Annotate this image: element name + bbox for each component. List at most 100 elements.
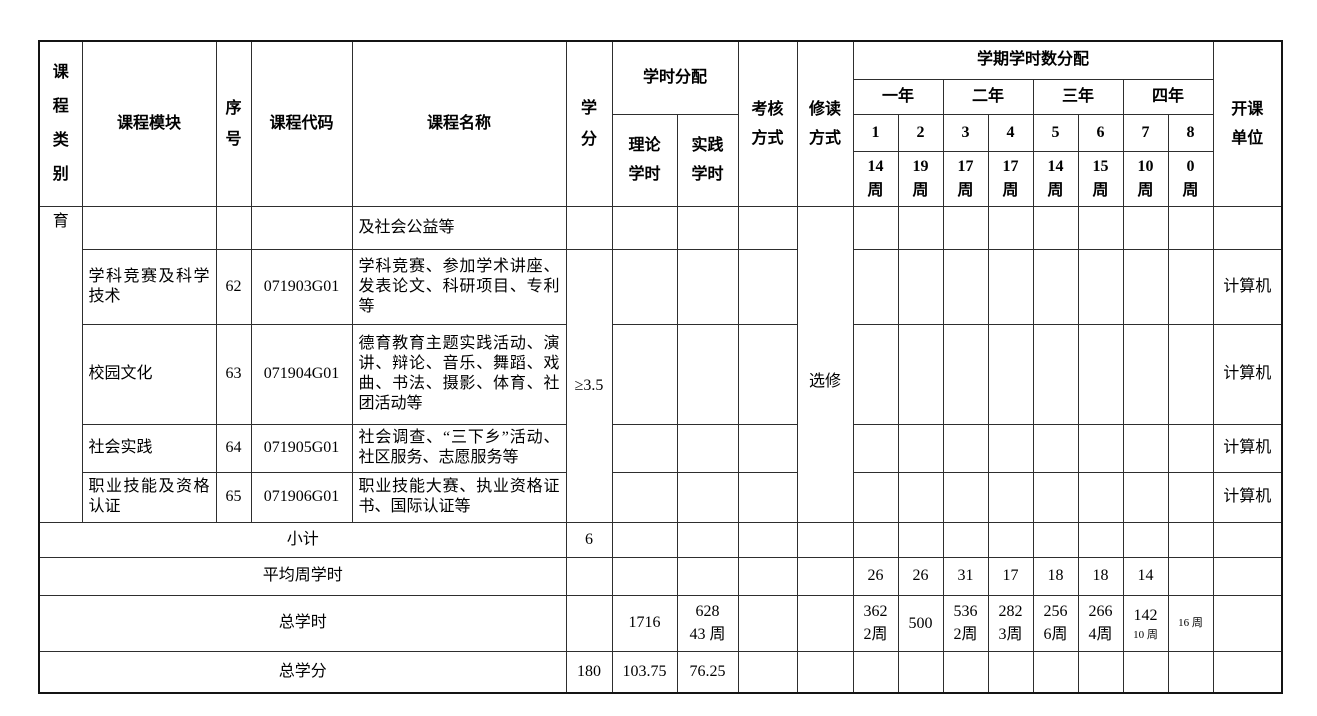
avg-weekly-value-cell: 17 <box>987 556 1034 596</box>
semester-cell <box>987 205 1034 250</box>
theory-cell <box>611 323 678 425</box>
unit-cell <box>1212 650 1283 694</box>
weeks-unit: 周 <box>1137 181 1154 199</box>
semester-cell <box>942 205 989 250</box>
semester-cell <box>1032 423 1079 473</box>
category-cell: 育 <box>38 205 83 523</box>
header-practice-hours-label: 实践学时 <box>691 137 724 183</box>
semester-cell <box>1122 650 1169 694</box>
weeks-value: 3周 <box>998 626 1023 643</box>
practice-cell <box>676 423 739 473</box>
study-mode-cell: 选修 <box>796 205 854 523</box>
assessment-cell <box>737 205 798 250</box>
semester-cell <box>1032 471 1079 523</box>
header-row-1: 课程类别 课程模块 序号 课程代码 课程名称 学分 学时分配 考核方式 修读方式… <box>38 40 1283 207</box>
weeks-unit: 周 <box>1047 181 1064 199</box>
course-name-cell: 学科竞赛、参加学术讲座、发表论文、科研项目、专利等 <box>351 248 567 325</box>
header-semester-8: 8 <box>1167 113 1214 152</box>
header-assessment-method-label: 考核方式 <box>751 100 784 147</box>
code-cell: 071905G01 <box>250 423 353 473</box>
header-weeks-3: 17 周 <box>942 150 989 207</box>
semester-cell <box>1122 248 1169 325</box>
weeks-unit: 周 <box>1092 181 1109 199</box>
module-cell <box>81 205 217 250</box>
total-hours-semester-cell: 500 <box>897 594 944 652</box>
course-name-cell: 社会调查、“三下乡”活动、社区服务、志愿服务等 <box>351 423 567 473</box>
weeks-value: 10 周 <box>1133 628 1158 641</box>
header-study-mode-label: 修读方式 <box>809 100 842 147</box>
total-hours-theory-cell: 1716 <box>611 594 678 652</box>
semester-cell <box>1122 471 1169 523</box>
total-hours-semester-cell: 256 6周 <box>1032 594 1079 652</box>
header-assessment-method: 考核方式 <box>737 40 798 207</box>
header-weeks-2: 19 周 <box>897 150 944 207</box>
semester-cell <box>1167 650 1214 694</box>
semester-cell <box>1122 323 1169 425</box>
semester-cell <box>897 323 944 425</box>
weeks-unit: 周 <box>867 181 884 199</box>
code-cell: 071904G01 <box>250 323 353 425</box>
theory-cell <box>611 471 678 523</box>
unit-cell: 计算机 <box>1212 471 1283 523</box>
weeks-value: 2周 <box>863 626 888 643</box>
semester-cell <box>897 521 944 558</box>
semester-cell <box>852 521 899 558</box>
avg-weekly-value-cell: 31 <box>942 556 989 596</box>
header-weeks-7: 10 周 <box>1122 150 1169 207</box>
semester-cell <box>1077 248 1124 325</box>
weeks-number: 14 <box>867 157 884 175</box>
assessment-cell <box>737 248 798 325</box>
total-credits-label-cell: 总学分 <box>38 650 567 694</box>
assessment-cell <box>737 594 798 652</box>
semester-cell <box>1032 650 1079 694</box>
weeks-value: 16 周 <box>1178 617 1203 629</box>
header-semester-2: 2 <box>897 113 944 152</box>
semester-cell <box>1077 521 1124 558</box>
practice-cell <box>676 521 739 558</box>
study-mode-cell <box>796 521 854 558</box>
total-hours-semester-cell: 16 周 <box>1167 594 1214 652</box>
header-offering-unit-label: 开课单位 <box>1231 100 1264 147</box>
header-weeks-6: 15 周 <box>1077 150 1124 207</box>
theory-cell <box>611 556 678 596</box>
semester-cell <box>852 248 899 325</box>
header-row-semesters: 理论学时 实践学时 1 2 3 4 5 6 7 8 <box>39 113 1282 207</box>
seq-cell: 65 <box>215 471 252 523</box>
semester-cell <box>897 471 944 523</box>
unit-cell <box>1212 594 1283 652</box>
semester-cell <box>1167 423 1214 473</box>
study-mode-cell <box>796 594 854 652</box>
practice-cell <box>676 248 739 325</box>
header-semester-hours-distribution: 学期学时数分配 <box>852 40 1214 80</box>
header-seq-no: 序号 <box>215 40 252 207</box>
header-theory-hours-label: 理论学时 <box>628 137 661 183</box>
semester-cell <box>942 650 989 694</box>
semester-cell <box>852 423 899 473</box>
avg-weekly-value-cell: 14 <box>1122 556 1169 596</box>
avg-weekly-value-cell <box>1167 556 1214 596</box>
header-semester-5: 5 <box>1032 113 1079 152</box>
semester-cell <box>852 471 899 523</box>
course-row: 社会实践 64 071905G01 社会调查、“三下乡”活动、社区服务、志愿服务… <box>39 423 1283 473</box>
subtotal-credit-cell: 6 <box>565 521 613 558</box>
theory-cell <box>611 248 678 325</box>
header-course-code: 课程代码 <box>250 40 353 207</box>
total-credits-credit-cell: 180 <box>565 650 613 694</box>
avg-weekly-label-cell: 平均周学时 <box>38 556 567 596</box>
header-seq-no-label: 序号 <box>225 99 242 148</box>
total-hours-practice-cell: 628 43 周 <box>676 594 739 652</box>
assessment-cell <box>737 471 798 523</box>
avg-weekly-value-cell: 18 <box>1032 556 1079 596</box>
avg-weekly-value-cell: 26 <box>852 556 899 596</box>
semester-cell <box>897 650 944 694</box>
weeks-number: 15 <box>1092 157 1109 175</box>
unit-cell <box>1212 556 1283 596</box>
course-row: 学科竞赛及科学技术 62 071903G01 学科竞赛、参加学术讲座、发表论文、… <box>39 248 1283 523</box>
total-hours-semester-cell: 282 3周 <box>987 594 1034 652</box>
semester-cell <box>1167 248 1214 325</box>
weeks-number: 0 <box>1186 157 1195 175</box>
header-semester-6: 6 <box>1077 113 1124 152</box>
header-credits: 学分 <box>565 40 613 207</box>
header-study-mode: 修读方式 <box>796 40 854 207</box>
code-cell: 071906G01 <box>250 471 353 523</box>
